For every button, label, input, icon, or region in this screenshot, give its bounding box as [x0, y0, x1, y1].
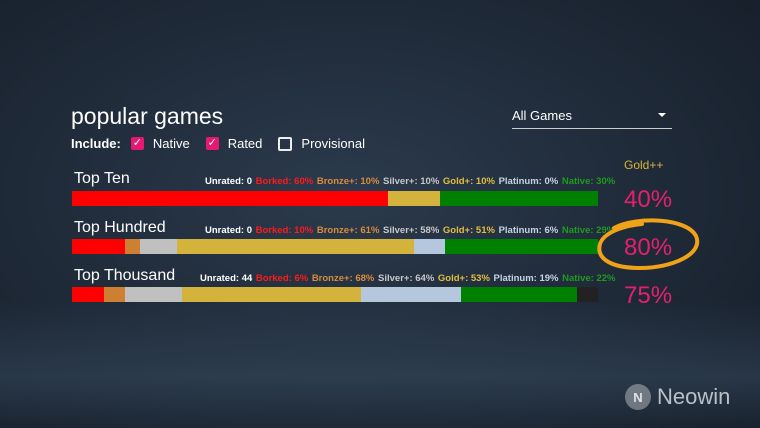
progress-bar-top-hundred — [72, 239, 598, 254]
include-filters: Include: ✓ Native ✓ Rated Provisional — [71, 136, 381, 151]
stat-bronze: Bronze+: 61% — [316, 225, 380, 236]
row-stats: Unrated: 44 Borked: 6% Bronze+: 68% Silv… — [200, 273, 616, 284]
stat-unrated: Unrated: 0 — [205, 176, 252, 187]
bar-segment-native — [440, 191, 598, 206]
stat-borked: Borked: 10% — [255, 225, 314, 236]
stat-unrated: Unrated: 0 — [205, 225, 252, 236]
page-title: popular games — [71, 103, 224, 129]
rated-label: Rated — [227, 136, 263, 151]
bar-segment-silver — [140, 239, 178, 254]
game-filter-value: All Games — [512, 108, 572, 123]
row-name-top-hundred: Top Hundred — [74, 219, 166, 236]
neowin-text: Neowin — [657, 384, 731, 409]
row-stats: Unrated: 0 Borked: 60% Bronze+: 10% Silv… — [205, 176, 616, 187]
neowin-logo-icon: N — [625, 384, 651, 410]
gold-pct-top-thousand: 75% — [624, 282, 673, 309]
checkmark-icon: ✓ — [205, 137, 219, 150]
bar-segment-platinum — [361, 287, 462, 302]
bar-segment-native — [461, 287, 577, 302]
progress-bar-top-thousand — [72, 287, 598, 302]
background-blur — [0, 300, 760, 428]
stat-unrated: Unrated: 44 — [200, 273, 253, 284]
native-label: Native — [152, 136, 190, 151]
bar-segment-bronze — [124, 239, 141, 254]
row-name-top-ten: Top Ten — [74, 170, 130, 187]
chevron-down-icon — [658, 113, 666, 117]
gold-header: Gold++ — [624, 158, 664, 172]
bar-segment-silver — [124, 287, 183, 302]
provisional-label: Provisional — [301, 136, 365, 151]
bar-segment-platinum — [413, 239, 446, 254]
stat-silver: Silver+: 58% — [383, 225, 440, 236]
stat-native: Native: 30% — [561, 176, 616, 187]
row-name-top-thousand: Top Thousand — [74, 267, 176, 284]
native-checkbox[interactable]: ✓ Native — [130, 136, 190, 151]
bar-segment-borked — [72, 191, 388, 206]
stat-gold: Gold+: 51% — [442, 225, 495, 236]
stat-native: Native: 29% — [561, 225, 616, 236]
stat-borked: Borked: 60% — [255, 176, 314, 187]
gold-pct-top-hundred: 80% — [624, 234, 673, 261]
checkmark-icon: ✓ — [130, 137, 144, 150]
game-filter-select[interactable]: All Games — [512, 108, 672, 129]
include-label: Include: — [71, 136, 121, 151]
bar-segment-gold — [182, 287, 362, 302]
stat-gold: Gold+: 53% — [437, 273, 490, 284]
neowin-watermark: N Neowin — [625, 384, 730, 410]
stat-platinum: Platinum: 0% — [498, 176, 559, 187]
progress-bar-top-ten — [72, 191, 598, 206]
stat-borked: Borked: 6% — [255, 273, 309, 284]
bar-segment-gold — [387, 191, 441, 206]
bar-segment-native — [445, 239, 598, 254]
stat-bronze: Bronze+: 10% — [316, 176, 380, 187]
bar-segment-bronze — [103, 287, 125, 302]
stat-native: Native: 22% — [562, 273, 616, 284]
stat-silver: Silver+: 64% — [378, 273, 435, 284]
stat-gold: Gold+: 10% — [442, 176, 495, 187]
bar-segment-borked — [72, 239, 125, 254]
bar-segment-unrated — [576, 287, 598, 302]
bar-segment-gold — [177, 239, 414, 254]
rated-checkbox[interactable]: ✓ Rated — [205, 136, 263, 151]
gold-pct-top-ten: 40% — [624, 186, 673, 213]
provisional-checkbox[interactable]: Provisional — [278, 136, 365, 151]
stat-platinum: Platinum: 6% — [498, 225, 559, 236]
bar-segment-borked — [72, 287, 104, 302]
stat-silver: Silver+: 10% — [383, 176, 440, 187]
row-stats: Unrated: 0 Borked: 10% Bronze+: 61% Silv… — [205, 225, 616, 236]
stat-platinum: Platinum: 19% — [493, 273, 559, 284]
highlight-circle — [597, 218, 700, 271]
stat-bronze: Bronze+: 68% — [311, 273, 375, 284]
unchecked-box-icon — [278, 136, 293, 151]
